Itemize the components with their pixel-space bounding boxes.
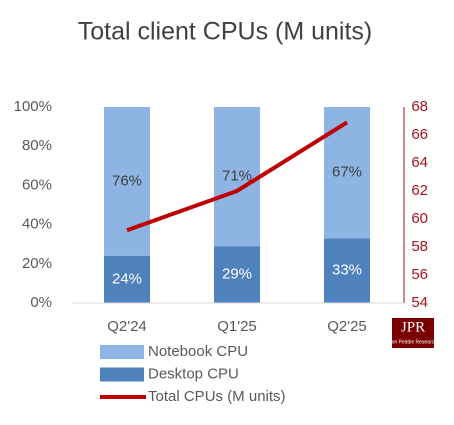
data-label: 76% [112,172,142,189]
y2-tick-label: 54 [411,294,428,311]
line [126,120,349,233]
legend-label: Notebook CPU [148,343,248,360]
y2-tick-label: 58 [411,238,428,255]
data-label: 24% [112,270,142,287]
y-tick-label: 60% [22,176,52,193]
x-tick-label: Q2'25 [327,318,367,335]
y-tick-label: 0% [30,294,52,311]
y-tick-label: 80% [22,137,52,154]
bar [214,107,260,247]
y2-tick-label: 68 [411,98,428,115]
bar [104,255,150,303]
y2-tick-label: 56 [411,266,428,283]
legend-swatch [100,367,144,382]
data-label: 33% [332,262,362,279]
legend-label: Desktop CPU [148,365,239,382]
bar [324,107,370,239]
bar [324,238,370,303]
x-tick-label: Q2'24 [107,318,147,335]
y2-tick-label: 60 [411,210,428,227]
y2-tick-label: 64 [411,154,428,171]
bar [104,107,150,256]
y2-tick-label: 66 [411,126,428,143]
chart-title: Total client CPUs (M units) [78,18,373,46]
data-label: 71% [222,168,252,185]
logo-text: JPR [401,319,425,335]
y-tick-label: 20% [22,255,52,272]
legend-label: Total CPUs (M units) [148,388,286,405]
y2-tick-label: 62 [411,182,428,199]
data-label: 29% [222,266,252,283]
logo-box [392,318,434,348]
logo-subtext: Jon Peddie Research [389,339,437,345]
logo: JPR Jon Peddie Research [389,318,437,348]
x-tick-label: Q1'25 [217,318,257,335]
y-tick-label: 100% [14,98,52,115]
data-label: 67% [332,164,362,181]
legend-swatch [100,345,144,359]
y-tick-label: 40% [22,216,52,233]
bar [214,246,260,303]
